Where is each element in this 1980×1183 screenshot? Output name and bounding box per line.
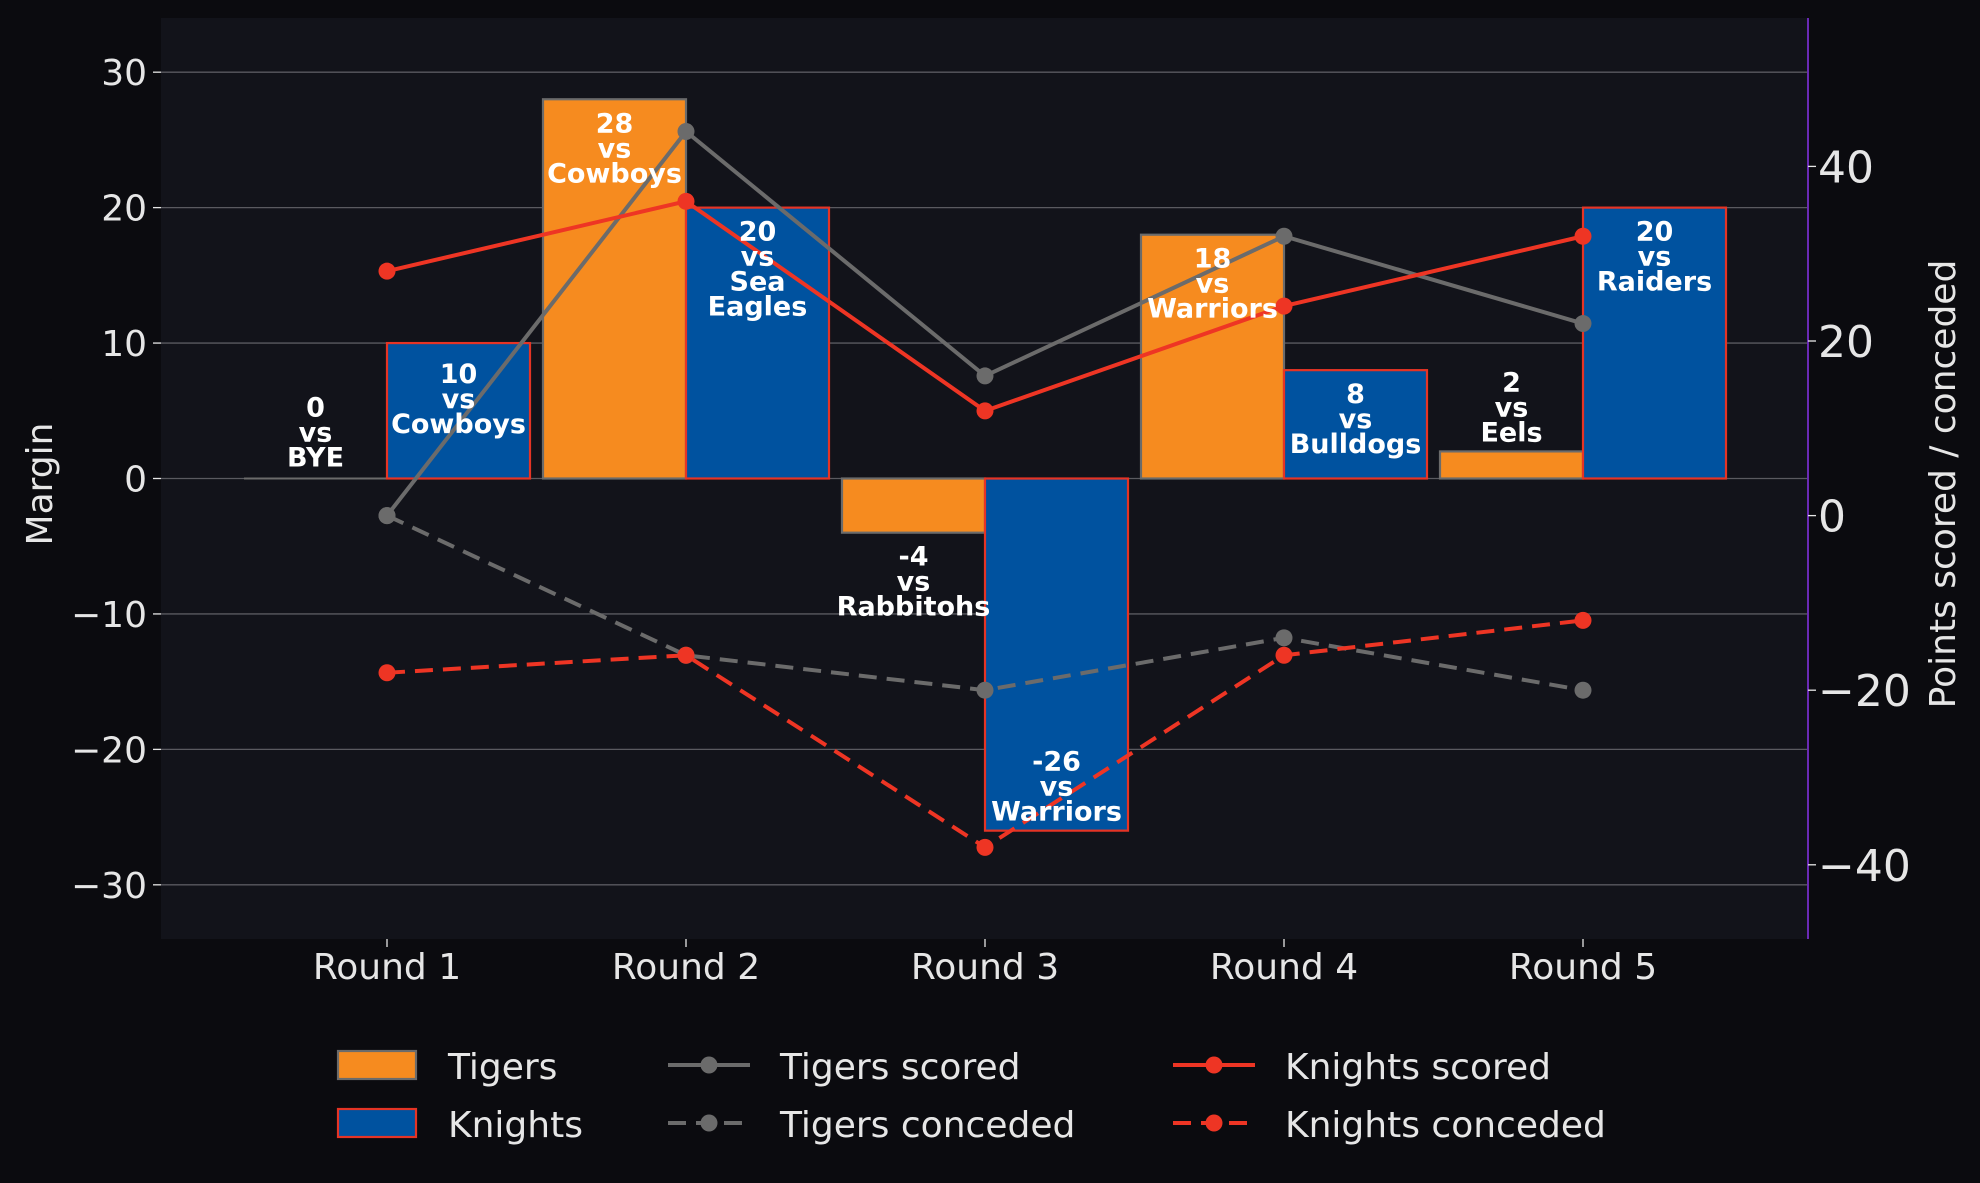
x-tick-label: Round 1 [313, 947, 461, 988]
line-point [1574, 681, 1592, 699]
bar-label: vs [442, 384, 476, 415]
bar-label: vs [1339, 404, 1373, 435]
legend-swatch-knights [336, 1107, 418, 1139]
bar-label: 20 [739, 217, 777, 248]
bar-label: -4 [899, 542, 929, 573]
bar-label: BYE [287, 443, 344, 474]
line-point [976, 367, 994, 385]
line-point [1574, 315, 1592, 333]
bar-label: Bulldogs [1290, 429, 1422, 460]
legend-label: Tigers [447, 1047, 557, 1088]
y-tick-label: 20 [101, 189, 147, 230]
line-point [677, 122, 695, 140]
y-tick-label: −30 [71, 866, 147, 907]
bar-label: vs [1638, 242, 1672, 273]
legend-marker [1205, 1114, 1223, 1132]
line-point [1574, 227, 1592, 245]
bar-label: 0 [306, 393, 325, 424]
bar-label: 2 [1502, 367, 1521, 398]
bar-label: Warriors [1147, 294, 1278, 325]
bar-label: vs [1495, 392, 1529, 423]
bar-labels: 0vsBYE28vsCowboys-4vsRabbitohs18vsWarrio… [287, 108, 1712, 827]
bar-label: Eels [1480, 417, 1542, 448]
bar-label: vs [598, 133, 632, 164]
bar-tigers [1438, 450, 1585, 480]
line-point [976, 681, 994, 699]
legend-label: Knights scored [1285, 1047, 1551, 1088]
y2-tick-label: 20 [1818, 317, 1874, 368]
y-tick-label: −10 [71, 595, 147, 636]
y2-axis-title: Points scored / conceded [1923, 260, 1964, 709]
line-point [677, 192, 695, 210]
bars [244, 98, 1728, 832]
legend-label: Knights conceded [1285, 1105, 1606, 1146]
lines [378, 122, 1592, 856]
bar-label: -26 [1032, 747, 1081, 778]
x-tick-label: Round 4 [1210, 947, 1358, 988]
y-tick-label: 30 [101, 53, 147, 94]
bar-label: Eagles [708, 292, 808, 323]
y2-tick-label: 40 [1818, 142, 1874, 193]
y-axis-title: Margin [20, 423, 61, 546]
line-point [1275, 297, 1293, 315]
bar-label: Cowboys [547, 158, 682, 189]
line-point [1275, 629, 1293, 647]
y2-tick-label: −40 [1818, 841, 1911, 892]
bar-label: Cowboys [391, 409, 526, 440]
bar-label: vs [299, 418, 333, 449]
legend-label: Knights [448, 1105, 583, 1146]
bar-label: Warriors [991, 797, 1122, 828]
bar-label: Sea [730, 267, 786, 298]
bar-label: 18 [1194, 244, 1232, 275]
bar-knights [1581, 206, 1728, 480]
x-tick-label: Round 5 [1509, 947, 1657, 988]
bar-label: Rabbitohs [837, 592, 991, 623]
x-tick-label: Round 3 [911, 947, 1059, 988]
legend-marker [700, 1056, 718, 1074]
legend-label: Tigers conceded [779, 1105, 1075, 1146]
line-point [677, 646, 695, 664]
line-point [378, 507, 396, 525]
line-point [1574, 611, 1592, 629]
legend-marker [1205, 1056, 1223, 1074]
bar-tigers [1139, 233, 1286, 480]
bar-label: vs [741, 242, 775, 273]
bar-tigers [840, 477, 987, 534]
line-point [1275, 646, 1293, 664]
bar-label: 20 [1636, 217, 1674, 248]
bar-label: 10 [440, 359, 478, 390]
bar-knights [1282, 369, 1429, 480]
line-point [1275, 227, 1293, 245]
legend-label: Tigers scored [779, 1047, 1020, 1088]
y2-tick-label: 0 [1818, 492, 1846, 543]
bar-label: vs [1196, 269, 1230, 300]
line-point [976, 402, 994, 420]
y-tick-label: 0 [124, 460, 147, 501]
y-tick-label: −20 [71, 730, 147, 771]
legend-marker [700, 1114, 718, 1132]
legend-swatch-tigers [336, 1049, 418, 1081]
legend: Tigers Knights Tigers scored Tigers concede… [336, 1047, 1606, 1146]
bar-label: 8 [1346, 379, 1365, 410]
line-point [378, 664, 396, 682]
bar-label: Raiders [1597, 267, 1712, 298]
x-tick-label: Round 2 [612, 947, 760, 988]
bar-label: 28 [596, 108, 634, 139]
y2-tick-label: −20 [1818, 666, 1911, 717]
bar-label: vs [1040, 772, 1074, 803]
line-point [378, 262, 396, 280]
bar-label: vs [897, 567, 931, 598]
y-tick-label: 10 [101, 324, 147, 365]
line-point [976, 838, 994, 856]
